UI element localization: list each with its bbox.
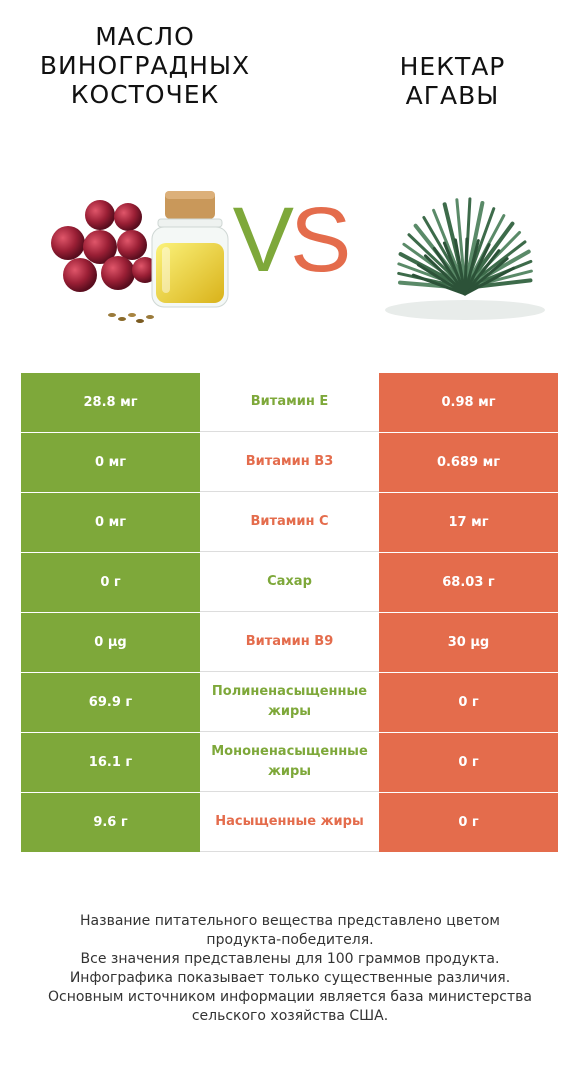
row-divider — [21, 732, 558, 733]
left-value: 0 µg — [21, 613, 200, 672]
row-divider — [21, 612, 558, 613]
table-row: 0 мг Витамин C 17 мг — [21, 493, 558, 553]
comparison-table: 28.8 мг Витамин E 0.98 мг 0 мг Витамин B3 0.6… — [21, 373, 558, 853]
table-row: 16.1 г Мононенасыщенные жиры 0 г — [21, 733, 558, 793]
agave-leaf — [463, 200, 485, 290]
right-value: 0 г — [379, 733, 558, 792]
nutrient-name: Витамин E — [200, 373, 379, 432]
agave-leaf — [463, 257, 509, 296]
footnote-line: Основным источником информации является … — [48, 989, 532, 1005]
agave-leaf — [455, 198, 467, 290]
agave-leaf — [463, 249, 501, 296]
left-title-line: косточек — [70, 80, 220, 109]
right-title-line: агавы — [405, 81, 500, 110]
vs-s: S — [290, 189, 351, 291]
agave-leaf — [432, 246, 467, 296]
table-row: 0 г Сахар 68.03 г — [21, 553, 558, 613]
right-value: 17 мг — [379, 493, 558, 552]
agave-leaf — [463, 266, 516, 296]
footnote-line: Инфографика показывает только существенн… — [69, 970, 511, 986]
agave-leaf — [423, 254, 467, 296]
left-title-line: Масло — [95, 22, 195, 51]
left-value: 0 мг — [21, 493, 200, 552]
row-divider — [21, 432, 558, 433]
table-row: 69.9 г Полиненасыщенные жиры 0 г — [21, 673, 558, 733]
vs-label: VS — [225, 190, 355, 290]
grapeseed-oil-image — [51, 191, 229, 323]
nutrient-name: Насыщенные жиры — [200, 793, 379, 852]
row-divider — [21, 792, 558, 793]
row-divider — [21, 552, 558, 553]
row-divider — [21, 672, 558, 673]
table-row: 0 мг Витамин B3 0.689 мг — [21, 433, 558, 493]
nutrient-name: Витамин C — [200, 493, 379, 552]
row-divider — [21, 852, 558, 853]
agave-leaf — [432, 208, 467, 290]
footnote-line: Все значения представлены для 100 граммо… — [80, 951, 500, 967]
left-value: 69.9 г — [21, 673, 200, 732]
left-value: 0 г — [21, 553, 200, 612]
table-row: 9.6 г Насыщенные жиры 0 г — [21, 793, 558, 853]
nutrient-name: Полиненасыщенные жиры — [200, 673, 379, 732]
right-product-title: Нектар агавы — [360, 52, 545, 110]
agave-leaf — [463, 237, 469, 296]
table-row: 0 µg Витамин B9 30 µg — [21, 613, 558, 673]
nutrient-name: Витамин B9 — [200, 613, 379, 672]
footnote-line: продукта-победителя. — [206, 932, 374, 948]
left-value: 0 мг — [21, 433, 200, 492]
agave-leaf — [411, 273, 467, 296]
right-value: 68.03 г — [379, 553, 558, 612]
nutrient-name: Мононенасыщенные жиры — [200, 733, 379, 792]
agave-leaf — [463, 243, 491, 296]
right-value: 0 г — [379, 793, 558, 852]
footnote-line: Название питательного вещества представл… — [80, 913, 500, 929]
right-value: 30 µg — [379, 613, 558, 672]
left-value: 16.1 г — [21, 733, 200, 792]
table-row: 28.8 мг Витамин E 0.98 мг — [21, 373, 558, 433]
agave-leaf — [463, 239, 480, 296]
right-value: 0 г — [379, 673, 558, 732]
left-title-line: виноградных — [39, 51, 251, 80]
row-divider — [21, 492, 558, 493]
nutrient-name: Сахар — [200, 553, 379, 612]
agave-leaf — [442, 241, 467, 296]
right-value: 0.689 мг — [379, 433, 558, 492]
left-product-title: Масло виноградных косточек — [30, 22, 260, 109]
right-value: 0.98 мг — [379, 373, 558, 432]
vs-v: V — [232, 189, 294, 291]
footnote: Название питательного вещества представл… — [20, 912, 560, 1026]
left-value: 28.8 мг — [21, 373, 200, 432]
right-title-line: Нектар — [399, 52, 506, 81]
nutrient-name: Витамин B3 — [200, 433, 379, 492]
agave-leaf — [453, 238, 467, 296]
footnote-line: сельского хозяйства США. — [191, 1008, 389, 1024]
agave-leaf — [416, 263, 467, 296]
agave-image — [385, 197, 545, 320]
left-value: 9.6 г — [21, 793, 200, 852]
